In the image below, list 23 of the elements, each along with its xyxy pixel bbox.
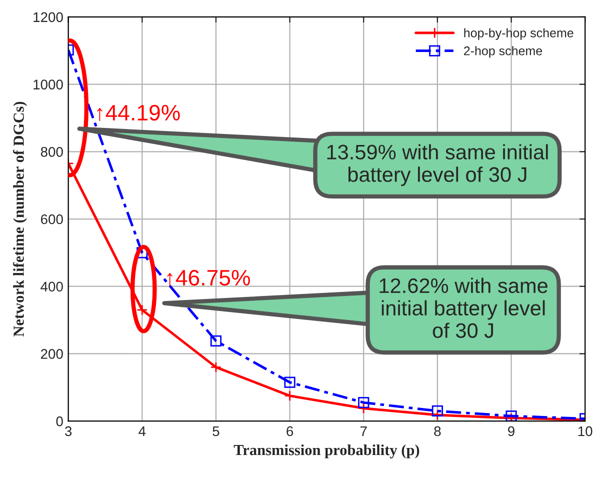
x-tick-label: 8	[434, 426, 441, 436]
x-tick-label: 9	[508, 426, 514, 436]
y-tick-label: 800	[40, 146, 63, 157]
x-tick-label: 5	[212, 426, 220, 436]
x-tick-label: 3	[64, 426, 72, 436]
annotation: 13.59% with same initial battery level of 30 J	[327, 144, 548, 186]
annotation: ↑46.75%	[167, 270, 250, 286]
annotation: 12.62% with same initial battery level of 30 J	[380, 278, 548, 338]
y-tick-label: 1200	[34, 12, 63, 22]
y-tick-label: 200	[40, 349, 63, 359]
x-tick-label: 6	[286, 426, 294, 436]
legend-label: 2-hop scheme	[464, 46, 542, 58]
y-tick-label: 1000	[34, 80, 63, 90]
y-tick-label: 400	[40, 282, 63, 292]
y-axis-title: Network lifetime (number of DGCs)	[12, 102, 27, 337]
y-tick-label: 0	[56, 416, 63, 426]
x-tick-label: 10	[578, 426, 592, 436]
x-tick-label: 7	[360, 426, 367, 436]
x-tick-label: 4	[138, 426, 146, 436]
x-axis-title: Transmission probability (p)	[234, 444, 420, 458]
legend-label: hop-by-hop scheme	[464, 28, 574, 40]
annotation: ↑44.19%	[97, 104, 180, 122]
y-tick-label: 600	[40, 214, 63, 224]
